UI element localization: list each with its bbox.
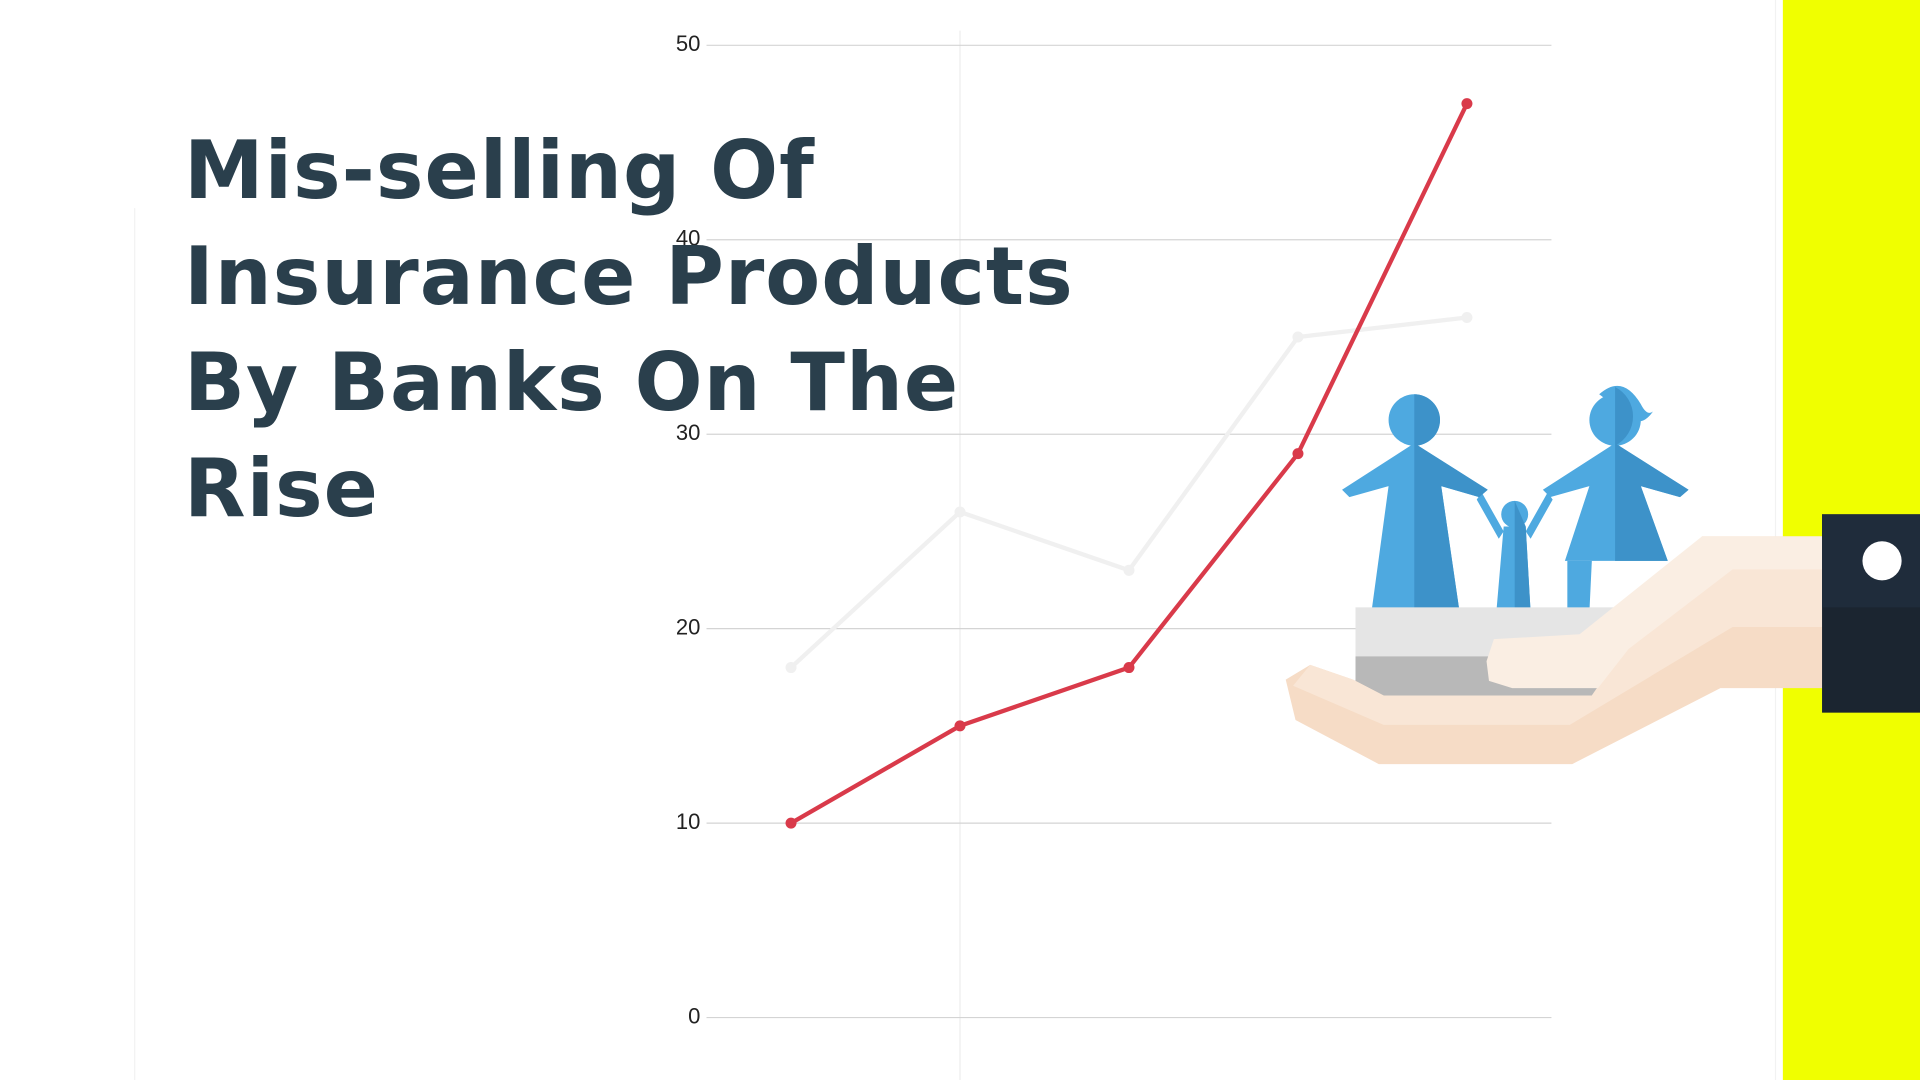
y-tick-label: 0 — [688, 1003, 700, 1028]
data-point — [1123, 662, 1135, 674]
data-point — [1461, 312, 1473, 324]
data-point — [1292, 448, 1304, 460]
data-point — [954, 506, 966, 518]
data-point — [1123, 564, 1135, 576]
data-point — [785, 662, 797, 674]
data-point — [954, 720, 966, 732]
data-point — [1292, 331, 1304, 343]
data-point — [785, 817, 797, 829]
y-tick-label: 10 — [676, 809, 701, 834]
data-point — [1461, 98, 1473, 110]
y-tick-label: 20 — [676, 614, 701, 639]
plot — [785, 98, 1473, 829]
chart-title: Mis-selling Of Insurance Products By Ban… — [184, 124, 1074, 535]
illustration — [1285, 385, 1920, 765]
y-tick-label: 50 — [676, 31, 701, 56]
y-tick-label: 30 — [676, 420, 701, 445]
y-tick-label: 40 — [676, 226, 701, 251]
